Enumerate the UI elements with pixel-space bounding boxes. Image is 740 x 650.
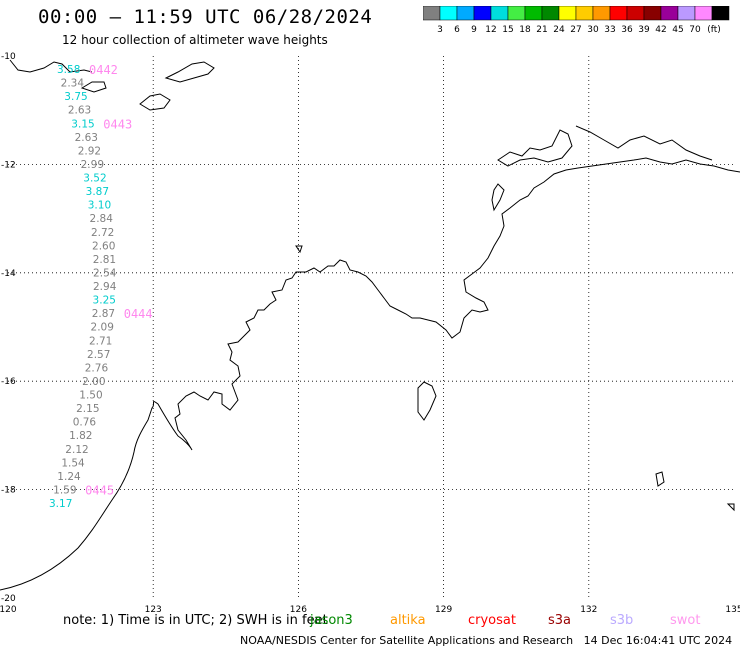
lat-label: -12 <box>1 160 16 170</box>
wave-height-colorbar: 3 6 9 12 15 18 21 24 27 30 33 36 39 42 45 70 (ft) <box>423 6 730 35</box>
pass-time-label: 0444 <box>124 307 153 321</box>
satellite-legend-cryosat: cryosat <box>468 613 516 628</box>
colorbar-tick-label: 33 <box>604 25 615 35</box>
colorbar-tick-label: 45 <box>672 25 683 35</box>
wave-height-label: 3.10 <box>88 200 111 212</box>
wave-height-label: 2.54 <box>93 267 117 279</box>
lat-label: -18 <box>1 486 16 496</box>
lat-label: -14 <box>1 269 16 279</box>
island-small-1 <box>80 81 107 93</box>
wave-height-label: 2.00 <box>82 376 105 388</box>
colorbar-tick-label: 70 <box>689 25 701 35</box>
colorbar-tick-label: 30 <box>587 25 599 35</box>
wave-height-label: 1.24 <box>57 471 81 483</box>
lon-label: 123 <box>145 605 162 615</box>
wave-height-label: 1.54 <box>61 457 85 469</box>
coastline-kimberley-inlet <box>497 129 573 167</box>
wave-height-label: 2.76 <box>85 362 109 374</box>
island-timor <box>9 59 93 73</box>
lon-label: 135 <box>725 605 740 615</box>
lon-label: 120 <box>0 605 17 615</box>
wave-height-label: 3.15 <box>71 118 94 130</box>
footer-note: note: 1) Time is in UTC; 2) SWH is in fe… <box>63 613 328 628</box>
lon-label: 129 <box>435 605 452 615</box>
island-offshore-2 <box>655 471 665 487</box>
colorbar-tick-label: 27 <box>570 25 581 35</box>
latitude-labels: -10 -12 -14 -16 -18 -20 <box>1 52 16 604</box>
lon-label: 126 <box>290 605 307 615</box>
wave-height-label: 2.12 <box>65 444 88 456</box>
lon-label: 132 <box>580 605 597 615</box>
colorbar-tick-label: 21 <box>536 25 547 35</box>
wave-height-label: 2.63 <box>75 132 98 144</box>
wave-height-label: 2.84 <box>90 213 114 225</box>
wave-height-label: 3.58 <box>57 64 80 76</box>
wave-height-label: 2.92 <box>78 145 101 157</box>
map-subtitle: 12 hour collection of altimeter wave hei… <box>62 33 328 47</box>
colorbar-tick-label: 39 <box>638 25 650 35</box>
wave-height-label: 2.94 <box>93 281 117 293</box>
map-title: 00:00 – 11:59 UTC 06/28/2024 <box>38 6 373 28</box>
lat-label: -10 <box>1 52 16 62</box>
pass-time-label: 0445 <box>85 483 114 497</box>
altimeter-track: 3.582.343.752.633.152.632.922.993.523.87… <box>49 63 153 510</box>
colorbar-tick-label: 42 <box>655 25 666 35</box>
wave-height-label: 2.87 <box>92 308 115 320</box>
wave-height-label: 3.25 <box>93 295 116 307</box>
coastline-mainland <box>0 157 740 591</box>
lat-label: -16 <box>1 377 16 387</box>
wave-height-label: 2.09 <box>91 322 114 334</box>
island-offshore-3 <box>295 245 303 254</box>
satellite-legend-s3b: s3b <box>610 613 634 628</box>
coastline <box>0 59 740 591</box>
island-offshore-1 <box>417 381 437 421</box>
colorbar-tick-label: 24 <box>553 25 565 35</box>
island-offshore-4 <box>726 503 735 512</box>
colorbar-tick-label: 9 <box>471 25 477 35</box>
colorbar-tick-label: 36 <box>621 25 633 35</box>
lat-label: -20 <box>1 594 16 604</box>
colorbar-tick-label: 12 <box>485 25 496 35</box>
pass-time-label: 0442 <box>89 63 118 77</box>
lat-lon-grid <box>8 56 734 598</box>
wave-height-label: 3.75 <box>64 91 87 103</box>
wave-height-label: 1.59 <box>53 484 76 496</box>
coastline-gulf-west <box>575 125 713 161</box>
wave-height-label: 2.71 <box>89 335 112 347</box>
colorbar-tick-label: 6 <box>454 25 460 35</box>
wave-height-label: 3.17 <box>49 498 72 510</box>
wave-height-label: 2.60 <box>92 240 115 252</box>
colorbar-swatch <box>711 6 730 21</box>
wave-height-label: 2.34 <box>61 78 85 90</box>
wave-height-label: 1.82 <box>69 430 92 442</box>
wave-height-label: 3.52 <box>83 173 106 185</box>
satellite-legend-altika: altika <box>390 613 426 628</box>
wave-height-label: 2.63 <box>68 105 91 117</box>
wave-height-label: 2.81 <box>93 254 116 266</box>
longitude-labels: 120 123 126 129 132 135 <box>0 605 740 615</box>
colorbar-unit: (ft) <box>707 25 721 35</box>
wave-height-label: 2.15 <box>76 403 99 415</box>
colorbar-tick-label: 15 <box>502 25 513 35</box>
wave-height-label: 0.76 <box>73 417 97 429</box>
wave-height-label: 2.72 <box>91 227 114 239</box>
satellite-legend-s3a: s3a <box>548 613 572 628</box>
island-sumba <box>164 61 215 83</box>
colorbar-tick-label: 3 <box>437 25 443 35</box>
colorbar-tick-label: 18 <box>519 25 531 35</box>
satellite-legend-swot: swot <box>670 613 701 628</box>
island-roti <box>139 93 171 111</box>
coastline-bay <box>491 183 505 212</box>
wave-height-label: 2.57 <box>87 349 110 361</box>
satellite-legend-jason3: jason3 <box>310 613 353 628</box>
wave-height-label: 3.87 <box>86 186 109 198</box>
wave-height-label: 1.50 <box>79 390 102 402</box>
wave-height-label: 2.99 <box>81 159 104 171</box>
footer-credit: NOAA/NESDIS Center for Satellite Applica… <box>240 634 733 647</box>
pass-time-label: 0443 <box>103 117 132 131</box>
